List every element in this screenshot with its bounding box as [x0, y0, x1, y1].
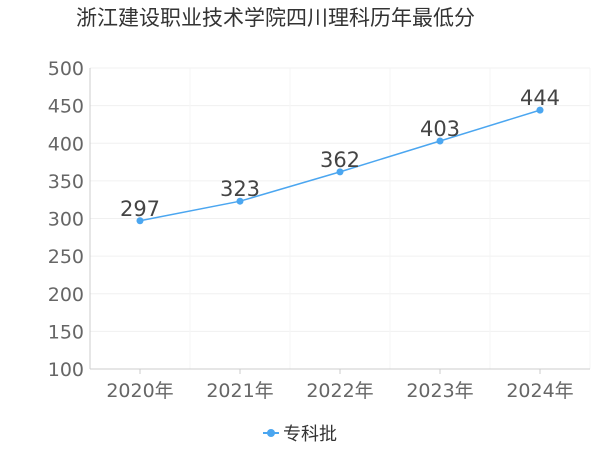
y-tick-label: 200 [48, 284, 84, 306]
legend-marker-icon [263, 427, 279, 439]
y-tick-label: 500 [48, 58, 84, 80]
data-point [336, 168, 344, 176]
x-tick-label: 2020年 [106, 380, 173, 402]
x-tick-label: 2024年 [506, 380, 573, 402]
data-label: 444 [520, 86, 560, 110]
data-point [236, 197, 244, 205]
y-tick-label: 400 [48, 133, 84, 155]
data-label: 362 [320, 148, 360, 172]
data-point [436, 137, 444, 145]
y-tick-label: 100 [48, 359, 84, 381]
data-point [536, 106, 544, 114]
x-tick-label: 2021年 [206, 380, 273, 402]
y-tick-label: 300 [48, 209, 84, 231]
x-tick-label: 2023年 [406, 380, 473, 402]
y-tick-label: 150 [48, 321, 84, 343]
data-label: 297 [120, 197, 160, 221]
data-label: 323 [220, 177, 260, 201]
chart-title: 浙江建设职业技术学院四川理科历年最低分 [76, 6, 475, 30]
y-tick-label: 250 [48, 246, 84, 268]
plot-area: 100 150 200 250 300 350 400 450 500 2020年 2021年 202… [48, 58, 591, 402]
data-label: 403 [420, 117, 460, 141]
data-point [136, 217, 144, 225]
y-tick-label: 350 [48, 171, 84, 193]
legend[interactable]: 专科批 [0, 420, 600, 446]
x-tick-label: 2022年 [306, 380, 373, 402]
y-tick-label: 450 [48, 96, 84, 118]
legend-label: 专科批 [283, 424, 337, 445]
